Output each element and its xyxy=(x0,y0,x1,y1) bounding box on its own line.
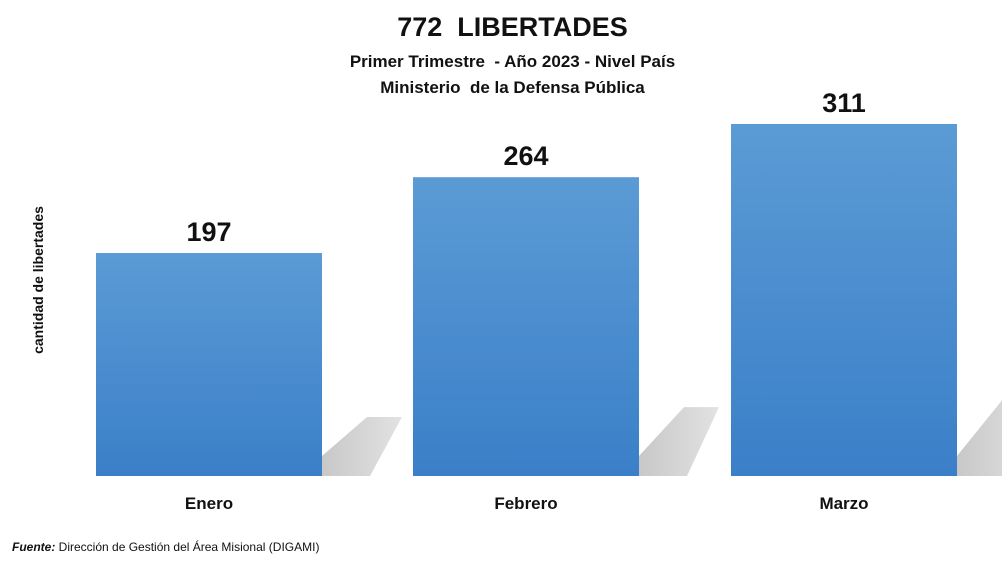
bar-shadow-febrero xyxy=(639,407,719,476)
data-label-febrero: 264 xyxy=(503,141,548,171)
source-note: Fuente: Dirección de Gestión del Área Mi… xyxy=(12,540,319,554)
bar-shadow-enero xyxy=(322,417,402,476)
x-tick-label-enero: Enero xyxy=(185,494,233,513)
bar-enero xyxy=(96,253,322,476)
x-tick-label-marzo: Marzo xyxy=(819,494,868,513)
bar-febrero xyxy=(413,177,639,476)
x-tick-label-febrero: Febrero xyxy=(494,494,557,513)
chart-title: 772 LIBERTADES xyxy=(397,12,628,42)
chart-subtitle-institution: Ministerio de la Defensa Pública xyxy=(380,78,645,97)
bar-shadow-marzo xyxy=(957,400,1002,476)
bar-marzo xyxy=(731,124,957,476)
chart-subtitle-period: Primer Trimestre - Año 2023 - Nivel País xyxy=(349,52,676,71)
data-label-enero: 197 xyxy=(186,217,231,247)
source-text: Dirección de Gestión del Área Misional (… xyxy=(55,540,320,554)
source-label: Fuente: xyxy=(12,540,56,554)
data-label-marzo: 311 xyxy=(822,88,866,118)
